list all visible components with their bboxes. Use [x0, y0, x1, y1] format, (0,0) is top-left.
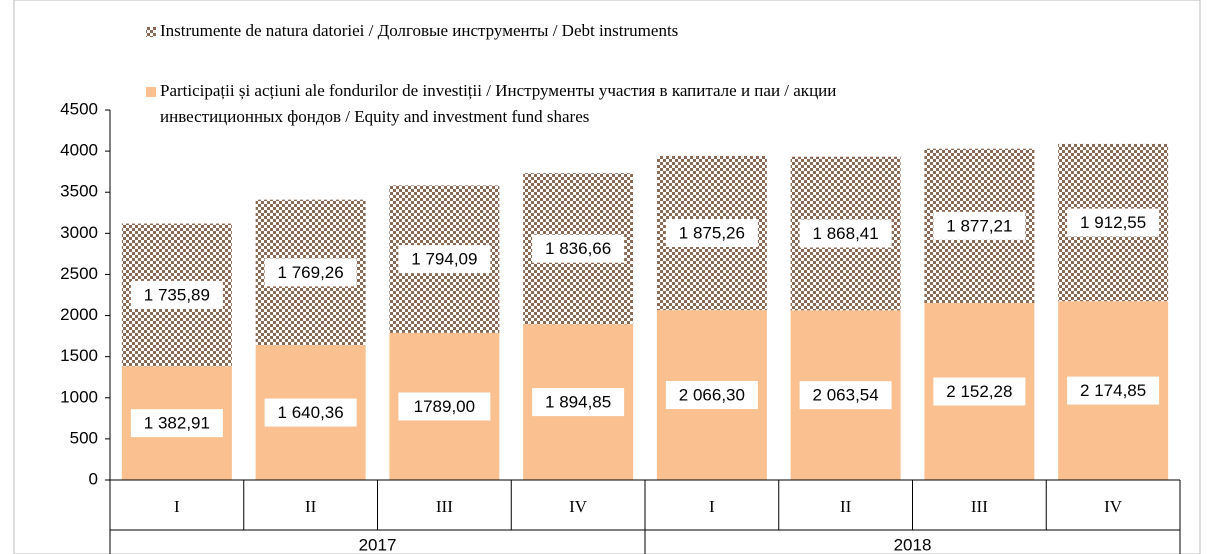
y-tick-label: 1000 — [60, 387, 98, 406]
frame — [13, 0, 1201, 554]
value-label: 1 794,09 — [411, 250, 477, 269]
label-box — [264, 258, 357, 287]
x-tick-label: III — [436, 497, 453, 516]
value-label: 1 875,26 — [679, 223, 745, 242]
value-label: 1 382,91 — [144, 414, 210, 433]
x-tick-label: II — [840, 497, 852, 516]
y-tick-label: 500 — [70, 428, 98, 447]
label-box — [799, 219, 892, 248]
label-box — [532, 388, 625, 417]
label-box — [665, 381, 758, 410]
value-label: 1 836,66 — [545, 239, 611, 258]
value-label: 1 769,26 — [278, 263, 344, 282]
value-label: 2 066,30 — [679, 386, 745, 405]
label-box — [130, 280, 223, 309]
value-label: 1 894,85 — [545, 393, 611, 412]
value-label: 1 912,55 — [1080, 213, 1146, 232]
x-tick-label: II — [305, 497, 317, 516]
label-box — [799, 381, 892, 410]
label-box — [1067, 376, 1160, 405]
legend-line: Participații și acțiuni ale fondurilor d… — [160, 81, 836, 100]
value-label: 2 063,54 — [813, 386, 879, 405]
label-box — [398, 392, 491, 421]
label-box — [398, 245, 491, 274]
x-tick-label: I — [709, 497, 715, 516]
x-tick-label: III — [971, 497, 988, 516]
y-tick-label: 1500 — [60, 346, 98, 365]
y-tick-label: 2000 — [60, 305, 98, 324]
value-label: 1 640,36 — [278, 403, 344, 422]
legend-label: Participații și acțiuni ale fondurilor d… — [160, 81, 836, 126]
value-label: 1 735,89 — [144, 285, 210, 304]
y-tick-label: 3000 — [60, 223, 98, 242]
y-tick-label: 3500 — [60, 182, 98, 201]
label-box — [933, 211, 1026, 240]
x-tick-label: IV — [1104, 497, 1123, 516]
group-label: 2018 — [894, 535, 932, 554]
value-label: 1 877,21 — [946, 216, 1012, 235]
x-tick-label: I — [174, 497, 180, 516]
legend-line: инвестиционных фондов / Equity and inves… — [160, 107, 589, 126]
legend-swatch — [146, 87, 156, 97]
y-tick-label: 0 — [89, 469, 98, 488]
y-tick-label: 4500 — [60, 99, 98, 118]
y-tick-label: 4000 — [60, 141, 98, 160]
label-box — [665, 219, 758, 248]
group-label: 2017 — [359, 535, 397, 554]
x-tick-label: IV — [569, 497, 588, 516]
value-label: 2 174,85 — [1080, 381, 1146, 400]
label-box — [1067, 208, 1160, 237]
label-box — [130, 409, 223, 438]
value-label: 1789,00 — [414, 397, 475, 416]
value-label: 1 868,41 — [813, 224, 879, 243]
legend-swatch — [146, 27, 156, 37]
legend-label: Instrumente de natura datoriei / Долговы… — [160, 21, 678, 40]
label-box — [264, 398, 357, 427]
value-label: 2 152,28 — [946, 382, 1012, 401]
label-box — [532, 234, 625, 263]
y-tick-label: 2500 — [60, 264, 98, 283]
label-box — [933, 377, 1026, 406]
